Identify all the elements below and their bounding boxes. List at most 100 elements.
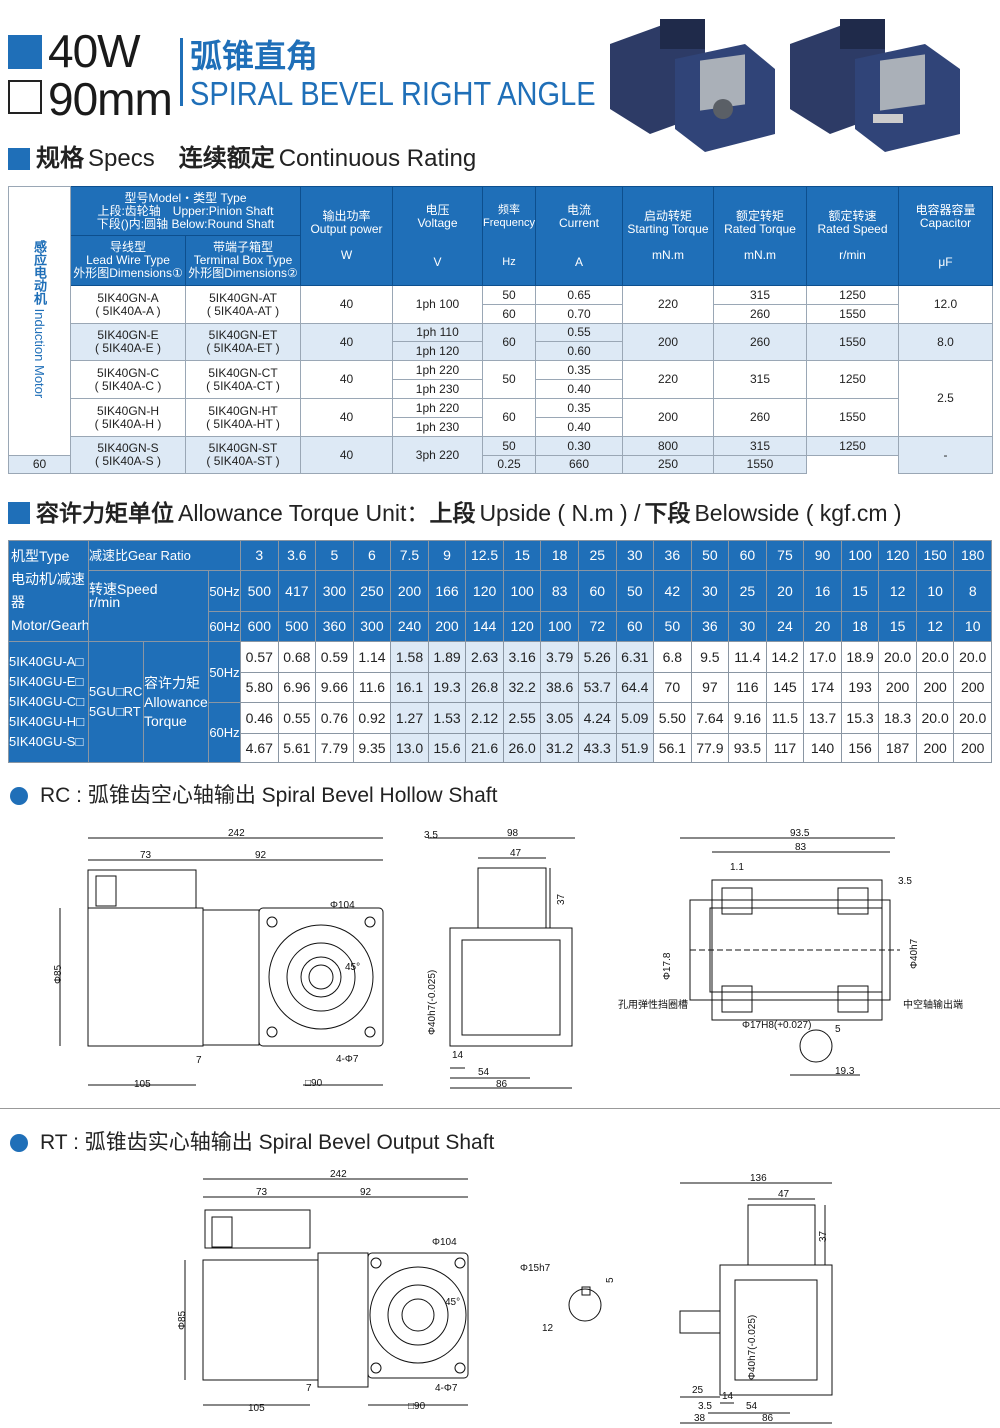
svg-text:Φ40h7: Φ40h7 [909,938,920,969]
motor-category-label: 感应电动机 Induction Motor [8,186,71,456]
header-cell: 500 [277,611,317,642]
header-cell: 50 [653,611,692,642]
svg-text:5: 5 [605,1277,616,1283]
specs-heading: 规格 Specs 连续额定 Continuous Rating [8,145,476,173]
torque-value-cell: 0.76 [315,702,354,734]
torque-value-cell: 3.16 [502,641,542,673]
header-cell: 24 [765,611,805,642]
header-cell: 120 [502,611,542,642]
torque-value-cell: 187 [878,733,917,763]
section-divider [0,1108,1000,1109]
table-row: 5IK40GN-S( 5IK40A-S ) 5IK40GN-ST( 5IK40A… [9,436,993,474]
header-cell: 30 [615,540,655,571]
rc-heading: RC : 弧锥齿空心轴输出 Spiral Bevel Hollow Shaft [10,782,497,810]
power-marker-filled [8,35,42,69]
torque-value-cell: 97 [690,672,730,703]
header-cell: 18 [840,611,880,642]
table-row: 5IK40GN-H( 5IK40A-H ) 5IK40GN-HT( 5IK40A… [9,398,993,437]
torque-value-cell: 3.05 [540,702,579,734]
svg-text:242: 242 [330,1169,347,1180]
header-cell: 10 [953,611,992,642]
torque-value-cell: 2.12 [465,702,504,734]
torque-value-cell: 6.96 [277,672,317,703]
header-cell: 16 [803,570,842,612]
torque-value-cell: 5.50 [653,702,692,734]
hz-label: 60Hz [207,702,242,763]
heading-cn: 容许力矩单位 [36,500,174,526]
header-cell: 5 [315,540,354,571]
torque-value-cell: 15.3 [840,702,880,734]
rc-section-view [680,837,900,1076]
header-cell: 72 [577,611,617,642]
torque-value-cell: 18.9 [840,641,880,673]
torque-value-cell: 174 [803,672,842,703]
svg-text:3.5: 3.5 [898,876,912,887]
header-voltage: 电压 Voltage V [392,186,483,286]
svg-text:□90: □90 [408,1401,426,1412]
title-divider [180,38,183,106]
torque-value-cell: 20.0 [915,702,955,734]
heading-en: Specs [88,145,155,172]
svg-text:1.1: 1.1 [730,862,744,873]
svg-text:242: 242 [228,828,245,839]
torque-value-cell: 21.6 [465,733,504,763]
torque-value-cell: 17.0 [803,641,842,673]
torque-value-cell: 70 [653,672,692,703]
header-rated-speed: 额定转速 Rated Speed r/min [806,186,899,286]
header-cell: 10 [915,570,955,612]
torque-value-cell: 5.80 [240,672,279,703]
torque-value-cell: 31.2 [540,733,579,763]
torque-value-cell: 0.55 [277,702,317,734]
svg-text:Φ85: Φ85 [53,964,64,984]
torque-value-cell: 14.2 [765,641,805,673]
header-frequency: 频率 Frequency Hz [482,186,536,286]
svg-text:47: 47 [510,848,522,859]
header-cell: 120 [465,570,504,612]
specs-table: 感应电动机 Induction Motor 型号Model・类型 Type 上段:… [8,186,993,474]
rt-heading: RT : 弧锥齿实心轴输出 Spiral Bevel Output Shaft [10,1129,494,1157]
header-cell: 120 [878,540,917,571]
torque-value-cell: 4.67 [240,733,279,763]
rt-dimension-drawing: 242 73 92 Φ104 45° Φ85 7 4-Φ7 105 □90 Φ15h7 5 1… [177,1169,833,1424]
header-cell: 15 [502,540,542,571]
torque-value-cell: 200 [915,672,955,703]
gearhead-list: 5GU□RC 5GU□RT [88,641,144,763]
header-cell: 75 [765,540,805,571]
torque-value-cell: 20.0 [878,641,917,673]
header-cell: 250 [352,570,392,612]
torque-heading: 容许力矩单位 Allowance Torque Unit： 上段 Upside … [8,499,902,527]
svg-text:□90: □90 [305,1078,323,1089]
header-cell: 100 [540,611,579,642]
svg-text:Φ15h7: Φ15h7 [520,1263,551,1274]
torque-value-cell: 64.4 [615,672,655,703]
heading-en: Belowside ( kgf.cm ) [694,500,902,526]
svg-text:47: 47 [778,1189,790,1200]
torque-value-cell: 93.5 [728,733,767,763]
header-cell: 9 [427,540,467,571]
svg-text:7: 7 [306,1383,312,1394]
header-cell: 8 [953,570,992,612]
header-cell: 3 [240,540,279,571]
svg-text:45°: 45° [445,1297,460,1308]
svg-text:38: 38 [694,1413,706,1424]
torque-value-cell: 56.1 [653,733,692,763]
svg-text:4-Φ7: 4-Φ7 [435,1383,458,1394]
header-cell: 60 [728,540,767,571]
svg-text:Φ85: Φ85 [177,1310,188,1330]
torque-value-cell: 11.6 [352,672,392,703]
svg-text:105: 105 [134,1079,151,1090]
header-starting-torque: 启动转矩 Starting Torque mN.m [622,186,714,286]
header-cell: 144 [465,611,504,642]
torque-value-cell: 53.7 [577,672,617,703]
torque-value-cell: 200 [878,672,917,703]
heading-en: Allowance Torque Unit： [178,500,430,526]
header-cell: 7.5 [390,540,429,571]
svg-text:136: 136 [750,1173,767,1184]
frame-marker-outline [8,80,42,114]
rc-side-view [59,837,384,1086]
header-cell: 417 [277,570,317,612]
torque-value-cell: 20.0 [953,702,992,734]
torque-value-cell: 32.2 [502,672,542,703]
torque-value-cell: 11.4 [728,641,767,673]
